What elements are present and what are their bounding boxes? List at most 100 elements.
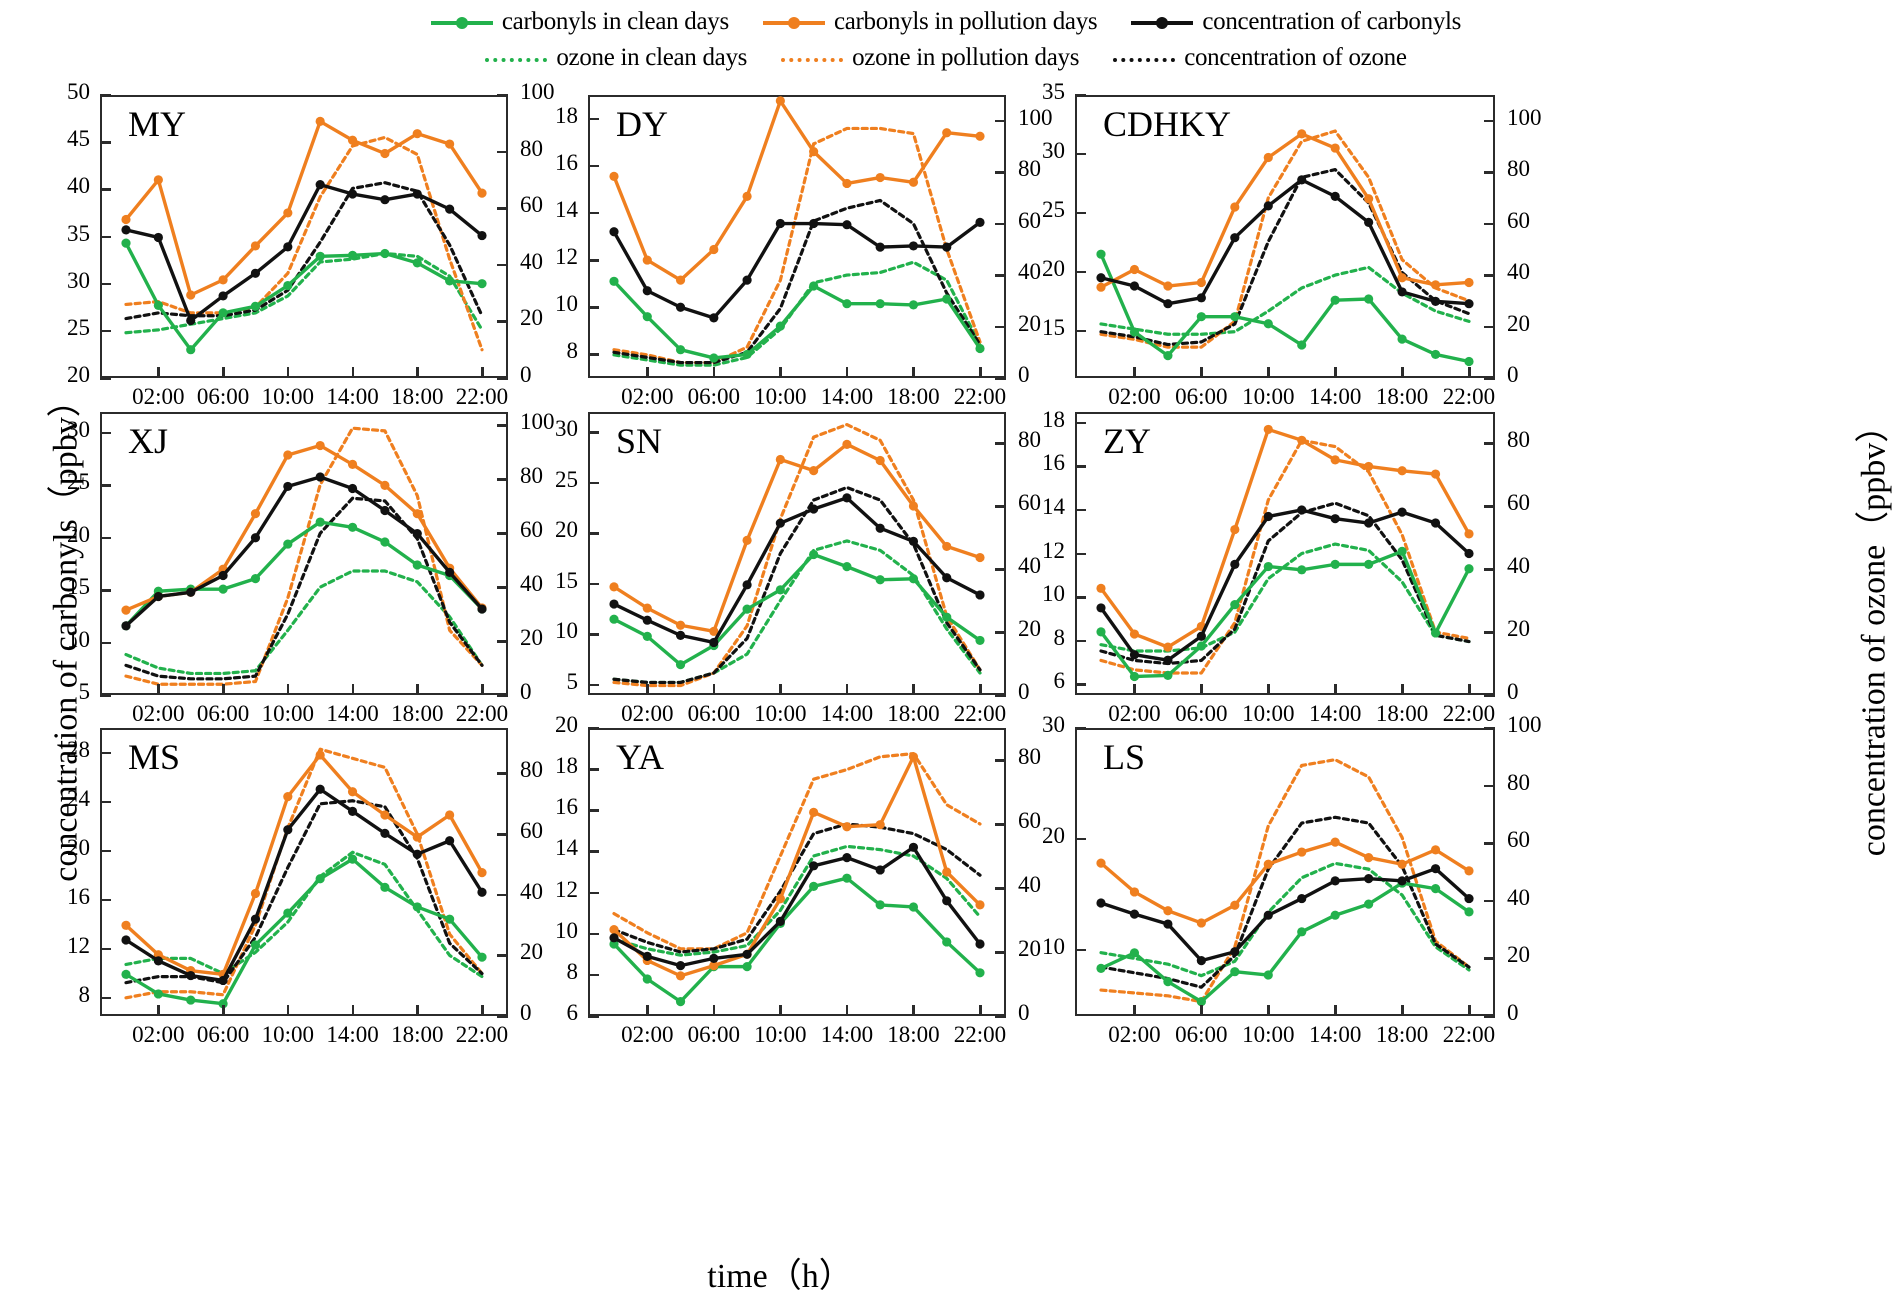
legend-item-ozone-in-clean-days[interactable]: ozone in clean days: [485, 44, 747, 72]
data-point: [675, 620, 686, 630]
series-line-ozone-in-clean-days: [612, 539, 982, 685]
data-point: [642, 312, 652, 322]
x-axis-tick: [222, 1005, 225, 1016]
x-axis-tick: [481, 1005, 484, 1016]
data-point: [675, 971, 686, 981]
y-axis-tick-right: [995, 887, 1006, 890]
data-point: [1096, 249, 1106, 259]
data-point: [1330, 514, 1340, 524]
data-point: [675, 660, 686, 670]
x-axis-tick: [1468, 684, 1471, 695]
legend-item-concentration-of-carbonyls[interactable]: concentration of carbonyls: [1131, 8, 1461, 36]
x-axis-tick: [351, 684, 355, 695]
data-point: [153, 956, 163, 966]
data-point: [250, 940, 261, 950]
data-point: [675, 997, 686, 1007]
y-axis-tick-label-left: 30: [67, 416, 90, 442]
y-axis-tick-left: [100, 849, 111, 853]
y-axis-tick-label-left: 8: [1053, 624, 1066, 650]
data-point: [445, 204, 455, 214]
y-axis-tick-label-right: 60: [1507, 207, 1530, 233]
x-axis-tick-label: 10:00: [1242, 1022, 1295, 1047]
data-point: [742, 604, 752, 614]
data-point: [1163, 670, 1173, 681]
data-point: [1230, 524, 1240, 535]
data-point: [186, 587, 196, 597]
x-axis-tick: [845, 1005, 849, 1016]
series-line-carbonyls-in-clean-days: [124, 857, 484, 1006]
data-point: [1129, 264, 1140, 275]
y-axis-tick-label-left: 10: [1042, 581, 1065, 607]
data-point: [380, 537, 390, 547]
y-axis-tick-right: [995, 222, 1006, 226]
y-axis-tick-label-right: 80: [520, 463, 543, 489]
y-axis-tick-left: [100, 329, 111, 333]
y-axis-tick-label-right: 100: [520, 409, 555, 435]
x-axis-tick: [286, 367, 290, 378]
data-point: [218, 291, 228, 301]
data-point: [250, 241, 261, 251]
y-axis-tick-left: [100, 431, 111, 435]
y-axis-tick-label-left: 35: [1042, 79, 1065, 104]
green-solid-line-icon: [430, 14, 493, 30]
data-point: [1297, 340, 1307, 350]
plot-area: [609, 422, 985, 688]
legend-item-ozone-in-pollution-days[interactable]: ozone in pollution days: [781, 44, 1079, 72]
data-point: [1230, 967, 1240, 977]
series-line-ozone-in-pollution-days: [1099, 758, 1471, 1004]
data-point: [477, 230, 487, 241]
y-axis-tick-label-left: 16: [555, 149, 578, 175]
data-point: [1464, 299, 1474, 309]
series-line-carbonyls-in-clean-days: [612, 279, 982, 360]
legend-item-carbonyls-in-clean-days[interactable]: carbonyls in clean days: [430, 8, 729, 36]
data-point: [445, 836, 455, 846]
data-point: [445, 567, 455, 577]
y-axis-tick-right: [497, 377, 508, 380]
x-axis-tick-label: 06:00: [196, 1022, 250, 1047]
data-point: [875, 575, 885, 585]
data-point: [250, 888, 261, 899]
orange-solid-line-icon: [762, 14, 825, 30]
series-line-ozone-in-pollution-days: [612, 752, 982, 951]
series-line-ozone-in-clean-days: [1099, 265, 1471, 336]
y-axis-tick-label-right: 80: [520, 757, 543, 783]
y-axis-tick-right: [995, 823, 1006, 826]
data-point: [315, 251, 325, 261]
data-point: [609, 925, 619, 935]
legend-label: ozone in clean days: [556, 44, 748, 71]
y-axis-tick-label-left: 25: [67, 314, 90, 340]
data-point: [283, 450, 293, 460]
y-axis-tick-right: [1484, 1015, 1495, 1018]
y-axis-tick-left: [1075, 837, 1086, 841]
data-point: [283, 208, 293, 218]
data-point: [347, 250, 358, 260]
legend-item-carbonyls-in-pollution-days[interactable]: carbonyls in pollution days: [762, 8, 1098, 36]
y-axis-tick-label-right: 20: [520, 939, 543, 965]
data-point: [1330, 455, 1340, 465]
data-point: [942, 937, 952, 947]
data-point: [1330, 837, 1340, 847]
plot-frame: [1075, 412, 1495, 695]
x-axis-tick-label: 10:00: [1242, 384, 1295, 409]
y-axis-tick-left: [1075, 465, 1086, 468]
y-axis-tick-label-left: 50: [67, 79, 90, 104]
y-axis-tick-right: [1484, 442, 1495, 445]
data-point: [477, 868, 487, 878]
y-axis-tick-left: [1075, 152, 1086, 156]
data-point: [609, 614, 619, 624]
data-point: [1263, 201, 1273, 211]
data-point: [809, 218, 819, 229]
data-point: [380, 148, 390, 159]
data-point: [218, 570, 228, 581]
data-point: [1430, 864, 1441, 874]
y-axis-tick-right: [497, 150, 508, 154]
chart-panel-ms: MS 8 12 16 20 24 28 0 20 40 60 80 02:00 06:00 10:00 14:…: [67, 728, 543, 1047]
x-axis-tick-label: 22:00: [455, 701, 509, 726]
data-point: [121, 214, 131, 225]
data-point: [412, 258, 422, 268]
y-axis-tick-label-left: 12: [1042, 537, 1065, 563]
y-axis-tick-label-left: 16: [1042, 450, 1065, 476]
legend-item-concentration-of-ozone[interactable]: concentration of ozone: [1113, 44, 1407, 72]
data-point: [315, 116, 325, 127]
data-point: [908, 300, 919, 310]
